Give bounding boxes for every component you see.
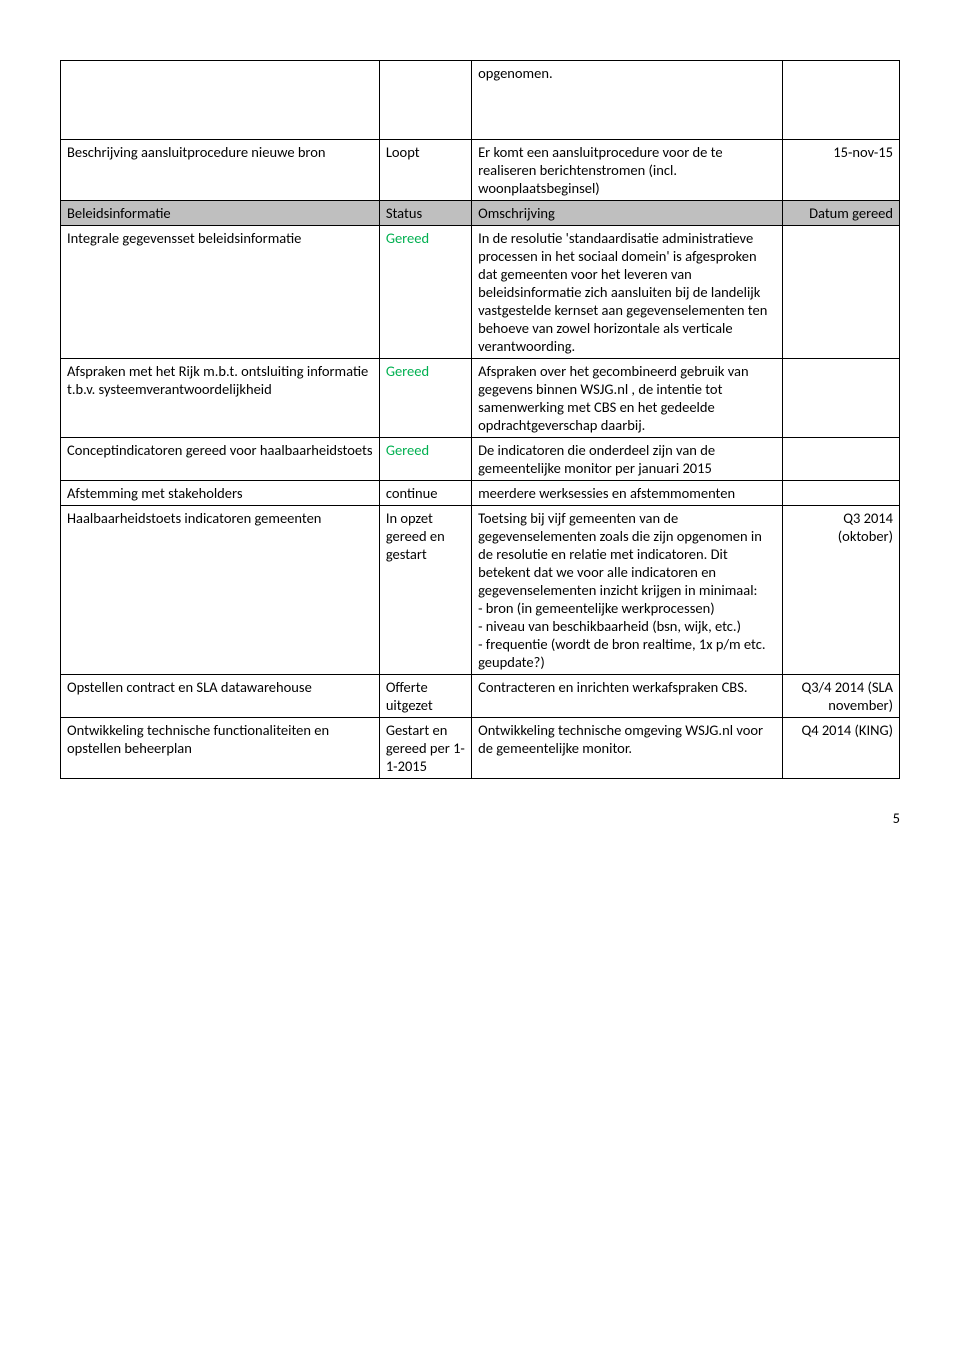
table-row: Beschrijving aansluitprocedure nieuwe br…	[61, 140, 900, 201]
header-cell: Datum gereed	[782, 201, 899, 226]
cell-omschrijving: Toetsing bij vijf gemeenten van de gegev…	[472, 506, 782, 675]
cell-date	[782, 226, 899, 359]
cell	[379, 61, 471, 140]
page-number: 5	[60, 809, 900, 827]
cell-date	[782, 359, 899, 438]
cell-omschrijving: Afspraken over het gecombineerd gebruik …	[472, 359, 782, 438]
cell-status: Loopt	[379, 140, 471, 201]
cell	[61, 61, 380, 140]
cell-description: Conceptindicatoren gereed voor haalbaarh…	[61, 438, 380, 481]
cell-date: Q3 2014 (oktober)	[782, 506, 899, 675]
cell-date: 15-nov-15	[782, 140, 899, 201]
cell-date	[782, 438, 899, 481]
cell-description: Haalbaarheidstoets indicatoren gemeenten	[61, 506, 380, 675]
header-cell: Omschrijving	[472, 201, 782, 226]
cell	[782, 61, 899, 140]
cell-description: Opstellen contract en SLA datawarehouse	[61, 675, 380, 718]
cell-status: In opzet gereed en gestart	[379, 506, 471, 675]
cell-status: Gestart en gereed per 1-1-2015	[379, 718, 471, 779]
table-row: Afspraken met het Rijk m.b.t. ontsluitin…	[61, 359, 900, 438]
cell-description: Afstemming met stakeholders	[61, 481, 380, 506]
table-row: Conceptindicatoren gereed voor haalbaarh…	[61, 438, 900, 481]
document-table: opgenomen. Beschrijving aansluitprocedur…	[60, 60, 900, 779]
cell: opgenomen.	[472, 61, 782, 140]
cell-omschrijving: Ontwikkeling technische omgeving WSJG.nl…	[472, 718, 782, 779]
cell-status: Gereed	[379, 359, 471, 438]
cell-date: Q3/4 2014 (SLA november)	[782, 675, 899, 718]
cell-omschrijving: Contracteren en inrichten werkafspraken …	[472, 675, 782, 718]
cell-description: Ontwikkeling technische functionaliteite…	[61, 718, 380, 779]
table-row: Ontwikkeling technische functionaliteite…	[61, 718, 900, 779]
cell-description: Afspraken met het Rijk m.b.t. ontsluitin…	[61, 359, 380, 438]
partial-top-row: opgenomen.	[61, 61, 900, 140]
cell-description: Integrale gegevensset beleidsinformatie	[61, 226, 380, 359]
header-cell: Beleidsinformatie	[61, 201, 380, 226]
cell-omschrijving: Er komt een aansluitprocedure voor de te…	[472, 140, 782, 201]
cell-status: continue	[379, 481, 471, 506]
cell-status: Gereed	[379, 438, 471, 481]
header-cell: Status	[379, 201, 471, 226]
cell-status: Offerte uitgezet	[379, 675, 471, 718]
table-row: Afstemming met stakeholders continue mee…	[61, 481, 900, 506]
section-header-row: Beleidsinformatie Status Omschrijving Da…	[61, 201, 900, 226]
table-row: Integrale gegevensset beleidsinformatie …	[61, 226, 900, 359]
cell-omschrijving: In de resolutie 'standaardisatie adminis…	[472, 226, 782, 359]
cell-date	[782, 481, 899, 506]
cell-date: Q4 2014 (KING)	[782, 718, 899, 779]
table-row: Haalbaarheidstoets indicatoren gemeenten…	[61, 506, 900, 675]
cell-omschrijving: De indicatoren die onderdeel zijn van de…	[472, 438, 782, 481]
table-row: Opstellen contract en SLA datawarehouse …	[61, 675, 900, 718]
cell-status: Gereed	[379, 226, 471, 359]
cell-omschrijving: meerdere werksessies en afstemmomenten	[472, 481, 782, 506]
cell-description: Beschrijving aansluitprocedure nieuwe br…	[61, 140, 380, 201]
